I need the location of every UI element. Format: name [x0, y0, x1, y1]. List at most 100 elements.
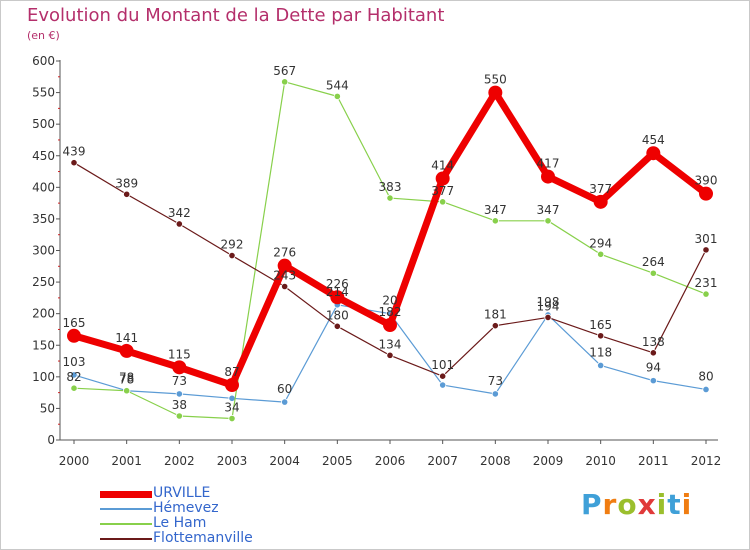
data-point-le-ham [228, 414, 236, 423]
x-tick-label: 2011 [638, 454, 669, 468]
legend-label: Hémevez [153, 500, 219, 516]
data-label-hemevez: 214 [326, 285, 349, 299]
data-label-urville: 417 [537, 157, 560, 171]
data-point-urville [488, 85, 503, 100]
data-label-urville: 414 [431, 158, 454, 172]
data-point-urville [67, 328, 81, 343]
data-label-le-ham: 377 [431, 184, 454, 198]
data-label-urville: 182 [379, 305, 402, 319]
data-label-le-ham: 264 [642, 255, 665, 269]
data-label-flottemanville: 439 [63, 145, 86, 159]
data-point-hemevez [649, 377, 657, 385]
data-label-le-ham: 383 [379, 180, 402, 194]
data-point-hemevez [439, 381, 447, 389]
data-label-urville: 141 [115, 331, 138, 345]
data-point-hemevez [702, 385, 710, 394]
data-label-flottemanville: 194 [537, 299, 560, 313]
y-tick-label: 150 [32, 338, 55, 352]
logo-letter: x [637, 488, 657, 521]
data-point-hemevez [70, 371, 78, 379]
data-point-le-ham [649, 269, 657, 277]
data-point-urville [277, 258, 292, 273]
x-tick-label: 2006 [375, 454, 406, 468]
chart-title: Evolution du Montant de la Dette par Hab… [27, 5, 445, 26]
data-label-flottemanville: 101 [431, 358, 454, 372]
logo-letter: r [602, 488, 618, 521]
data-label-flottemanville: 134 [379, 337, 402, 351]
logo-letter: i [656, 488, 668, 521]
data-point-le-ham [544, 217, 552, 225]
data-label-flottemanville: 342 [168, 206, 191, 220]
data-label-flottemanville: 389 [115, 176, 138, 190]
data-label-flottemanville: 301 [695, 232, 718, 246]
data-label-hemevez: 103 [63, 355, 86, 369]
x-tick-label: 2000 [59, 454, 90, 468]
x-tick-label: 2007 [427, 454, 458, 468]
data-label-flottemanville: 138 [642, 335, 665, 349]
data-point-le-ham [702, 290, 710, 298]
y-tick-label: 250 [32, 275, 55, 289]
data-label-le-ham: 347 [537, 203, 560, 217]
data-point-flottemanville [175, 220, 183, 228]
data-label-hemevez: 60 [277, 382, 292, 396]
y-tick-label: 200 [32, 307, 55, 321]
data-label-le-ham: 567 [273, 64, 296, 78]
logo-letter: i [681, 488, 693, 521]
data-point-urville [383, 318, 397, 333]
data-point-le-ham [386, 194, 394, 202]
data-point-flottemanville [123, 190, 131, 198]
legend-swatch [100, 538, 152, 540]
y-tick-label: 600 [32, 54, 55, 68]
series-lines [67, 78, 713, 423]
data-label-le-ham: 544 [326, 78, 349, 92]
data-label-hemevez: 198 [537, 295, 560, 309]
data-point-hemevez [491, 390, 499, 398]
x-tick-label: 2004 [269, 454, 300, 468]
data-label-le-ham: 38 [172, 398, 187, 412]
legend-swatch [100, 490, 152, 498]
data-point-flottemanville [544, 313, 552, 322]
data-label-urville: 226 [326, 277, 349, 291]
data-label-urville: 550 [484, 73, 507, 87]
data-label-le-ham: 78 [119, 373, 134, 387]
data-point-le-ham [597, 250, 605, 258]
data-label-le-ham: 347 [484, 203, 507, 217]
data-label-urville: 87 [224, 365, 239, 379]
data-point-flottemanville [386, 351, 394, 359]
data-point-urville [172, 360, 187, 375]
x-tick-label: 2001 [111, 454, 142, 468]
x-tick-label: 2009 [533, 454, 564, 468]
data-point-flottemanville [649, 349, 657, 357]
data-point-urville [330, 290, 345, 305]
data-label-urville: 454 [642, 133, 665, 147]
y-tick-label: 450 [32, 149, 55, 163]
data-label-urville: 377 [589, 182, 612, 196]
data-point-flottemanville [281, 282, 289, 291]
x-tick-label: 2008 [480, 454, 511, 468]
y-tick-label: 100 [32, 370, 55, 384]
legend-swatch [100, 508, 152, 510]
data-point-urville [593, 194, 608, 209]
data-label-le-ham: 82 [66, 370, 81, 384]
data-label-le-ham: 231 [695, 276, 718, 290]
x-tick-label: 2005 [322, 454, 353, 468]
data-label-flottemanville: 180 [326, 308, 349, 322]
data-label-hemevez: 73 [172, 374, 187, 388]
data-point-le-ham [123, 387, 131, 395]
data-point-le-ham [333, 92, 341, 100]
data-point-urville [435, 171, 450, 186]
data-label-flottemanville: 292 [221, 238, 244, 252]
legend-label: Flottemanville [153, 530, 253, 546]
data-point-le-ham [439, 198, 447, 206]
data-label-flottemanville: 243 [273, 269, 296, 283]
data-point-le-ham [70, 384, 78, 392]
x-tick-label: 2002 [164, 454, 195, 468]
logo-letter: t [667, 488, 682, 521]
data-point-urville [541, 169, 555, 184]
data-label-hemevez: 94 [646, 361, 661, 375]
data-label-hemevez: 73 [488, 374, 503, 388]
data-label-flottemanville: 181 [484, 308, 507, 322]
data-point-flottemanville [439, 372, 447, 380]
